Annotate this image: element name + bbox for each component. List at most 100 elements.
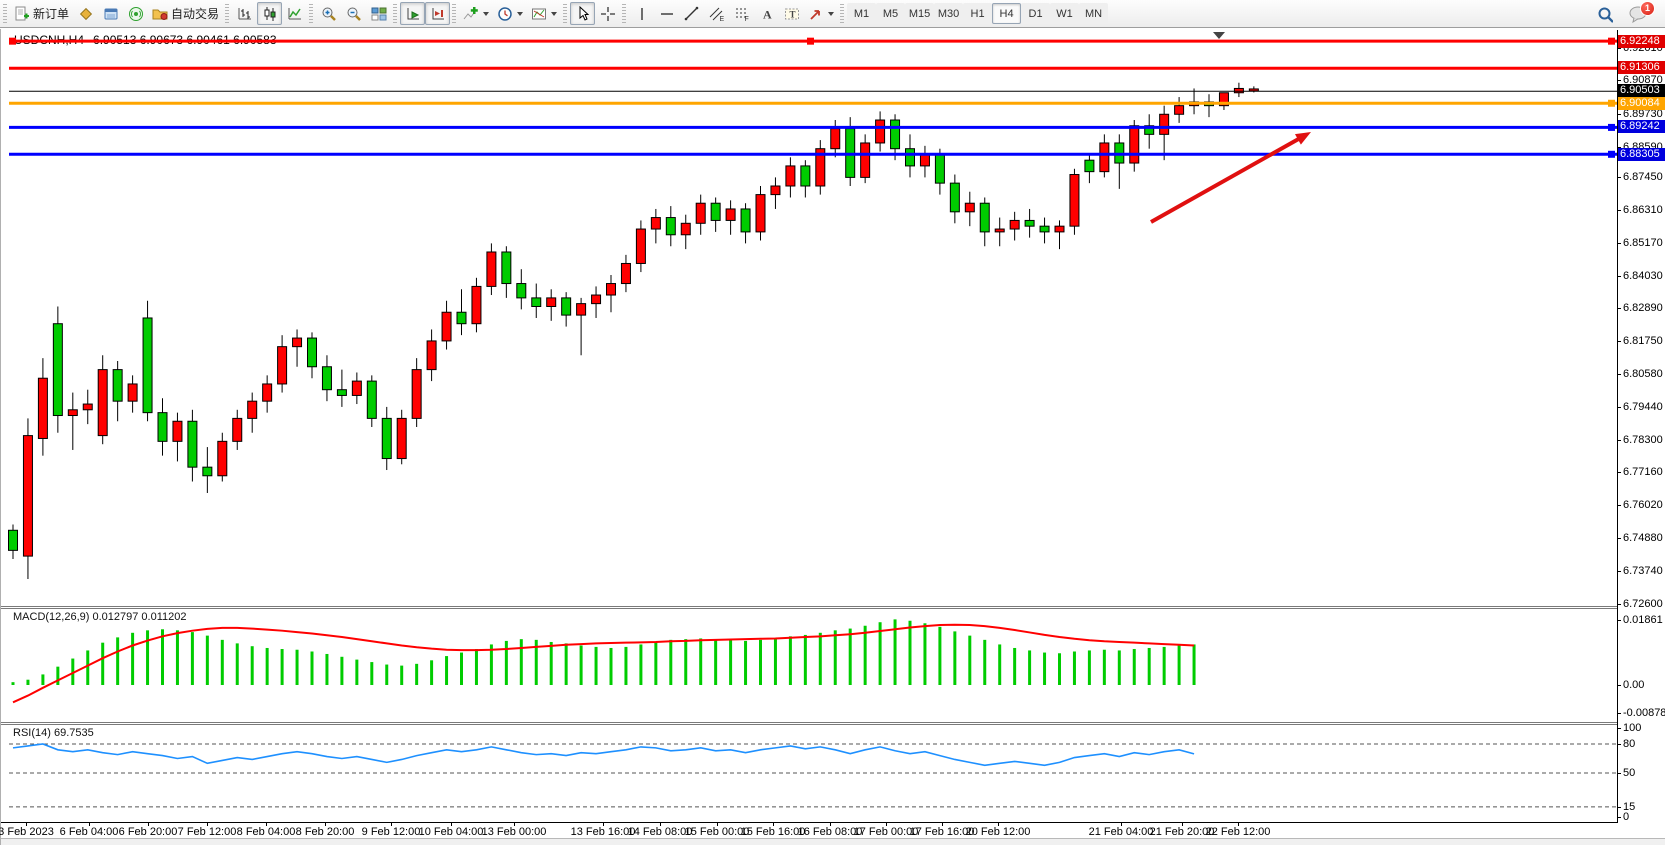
toolbar-grip[interactable]: [309, 3, 314, 24]
status-bar: [1, 838, 1665, 845]
tile-windows-button[interactable]: [366, 2, 391, 25]
auto-trading-icon: [152, 6, 168, 22]
trendline-icon: [684, 6, 700, 22]
price-axis[interactable]: 6.920106.908706.897306.885906.874506.863…: [1617, 30, 1665, 823]
vertical-line-button[interactable]: [629, 2, 654, 25]
bar-chart-button[interactable]: [232, 2, 257, 25]
periods-button[interactable]: [493, 2, 527, 25]
time-axis-label: 15 Feb 00:00: [684, 826, 750, 838]
indicators-button[interactable]: [459, 2, 493, 25]
chart-shift-button[interactable]: [425, 2, 451, 25]
fibonacci-button[interactable]: F: [729, 2, 754, 25]
cursor-group: [561, 1, 620, 27]
trendline-button[interactable]: [679, 2, 704, 25]
time-axis[interactable]: 3 Feb 2023 6 Feb 04:00 6 Feb 20:00 7 Feb 12…: [0, 822, 1617, 845]
line-chart-icon: [287, 6, 303, 22]
zoom-out-button[interactable]: [341, 2, 366, 25]
vertical-line-icon: [634, 6, 650, 22]
zoom-group: [307, 1, 391, 27]
auto-trading-label: 自动交易: [171, 7, 220, 21]
tf-M5-button[interactable]: M5: [876, 3, 906, 24]
text-button[interactable]: A: [754, 2, 779, 25]
dropdown-caret-icon: [551, 11, 558, 16]
crosshair-icon: [600, 6, 616, 22]
templates-button[interactable]: [527, 2, 561, 25]
toolbar-grip[interactable]: [3, 3, 7, 24]
time-axis-label: 14 Feb 08:00: [627, 826, 693, 838]
crosshair-button[interactable]: [595, 2, 620, 25]
time-axis-label: 8 Feb 04:00: [236, 826, 296, 838]
search-button[interactable]: [1592, 2, 1617, 25]
chat-bubble-icon: 1: [1629, 0, 1655, 23]
price-axis-border: [1617, 30, 1618, 822]
toolbar-grip[interactable]: [563, 3, 568, 24]
time-axis-label: 13 Feb 00:00: [481, 826, 547, 838]
toolbar-right-group: 1: [1592, 0, 1655, 25]
rsi-panel[interactable]: [1, 724, 1617, 822]
tf-M1-button[interactable]: M1: [847, 3, 877, 24]
auto-scroll-button[interactable]: [400, 2, 426, 25]
toolbar-grip[interactable]: [622, 3, 627, 24]
tf-MN-button[interactable]: MN: [1079, 3, 1109, 24]
tf-H1-button[interactable]: H1: [963, 3, 993, 24]
equidistant-channel-button[interactable]: E: [704, 2, 729, 25]
text-label-icon: T: [784, 6, 800, 22]
horizontal-line-button[interactable]: [654, 2, 679, 25]
price-level-badge: 6.88305: [1618, 147, 1665, 161]
tf-M15-button[interactable]: M15: [905, 3, 935, 24]
tf-W1-button[interactable]: W1: [1050, 3, 1080, 24]
panel-divider[interactable]: [1, 724, 1617, 725]
tf-M30-button[interactable]: M30: [934, 3, 964, 24]
price-level-badge: 6.90503: [1618, 83, 1665, 97]
bar-chart-icon: [237, 6, 253, 22]
data-window-button[interactable]: [98, 2, 123, 25]
panel-divider[interactable]: [1, 722, 1617, 723]
tf-H4-button[interactable]: H4: [992, 3, 1022, 24]
chart-shift-icon: [430, 6, 446, 22]
panel-divider[interactable]: [1, 608, 1617, 609]
arrows-button[interactable]: [804, 2, 838, 25]
time-axis-label: 15 Feb 16:00: [740, 826, 806, 838]
equidistant-channel-icon: E: [709, 6, 725, 22]
new-order-button[interactable]: 新订单: [10, 2, 73, 25]
time-axis-label: 16 Feb 08:00: [797, 826, 863, 838]
line-studies-group: E F A T: [620, 1, 838, 27]
rsi-label: RSI(14) 69.7535: [13, 727, 94, 739]
price-level-badge: 6.90084: [1618, 96, 1665, 110]
svg-text:E: E: [719, 16, 724, 22]
search-icon: [1597, 6, 1613, 23]
text-label-button[interactable]: T: [779, 2, 804, 25]
zoom-out-icon: [346, 6, 362, 22]
tf-D1-button[interactable]: D1: [1021, 3, 1051, 24]
insert-group: [450, 1, 561, 27]
toolbar-grip[interactable]: [393, 3, 398, 24]
time-axis-label: 6 Feb 20:00: [118, 826, 178, 838]
macd-panel[interactable]: [1, 608, 1617, 722]
notifications-button[interactable]: 1: [1625, 0, 1655, 25]
fibonacci-icon: F: [734, 6, 750, 22]
panel-divider[interactable]: [1, 606, 1617, 607]
dropdown-caret-icon: [483, 11, 490, 16]
signals-icon: [128, 6, 144, 22]
timeframe-group: M1 M5 M15 M30 H1 H4 D1 W1 MN: [838, 1, 1109, 27]
toolbar-grip[interactable]: [225, 3, 230, 24]
market-watch-button[interactable]: [73, 2, 98, 25]
toolbar-grip[interactable]: [452, 3, 457, 24]
cursor-button[interactable]: [570, 2, 596, 25]
toolbar-grip[interactable]: [840, 3, 845, 24]
auto-scroll-icon: [405, 6, 421, 22]
zoom-in-button[interactable]: [316, 2, 341, 25]
horizontal-line-icon: [659, 6, 675, 22]
time-axis-label: 22 Feb 12:00: [1205, 826, 1271, 838]
signals-button[interactable]: [123, 2, 148, 25]
time-axis-label: 21 Feb 04:00: [1088, 826, 1154, 838]
time-axis-border: [1, 822, 1618, 823]
templates-icon: [531, 6, 547, 22]
svg-text:F: F: [744, 16, 748, 22]
auto-trading-button[interactable]: 自动交易: [148, 2, 223, 25]
candlestick-chart-button[interactable]: [257, 2, 283, 25]
time-axis-label: 13 Feb 16:00: [570, 826, 636, 838]
main-chart[interactable]: [1, 30, 1617, 608]
line-chart-button[interactable]: [282, 2, 307, 25]
